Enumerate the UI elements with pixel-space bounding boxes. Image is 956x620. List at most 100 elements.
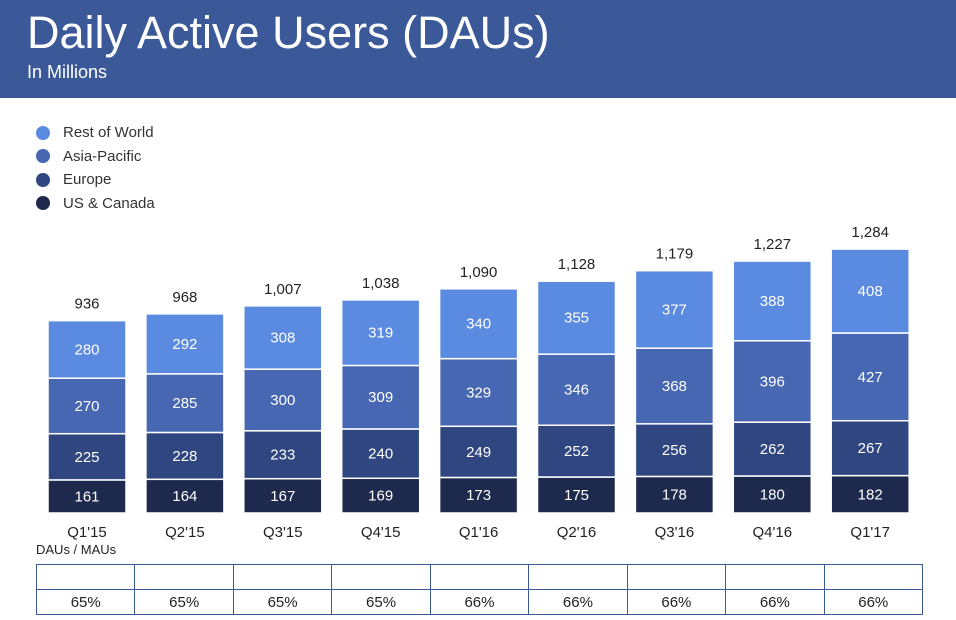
bar-segment-us-canada	[830, 474, 910, 514]
bar-segment-europe	[438, 425, 519, 479]
bar-segment-rest-of-world	[47, 319, 127, 379]
bar-segment-europe	[47, 432, 127, 481]
bar-segment-us-canada	[47, 479, 127, 514]
data-label: 262	[760, 441, 785, 458]
ratio-cell-value: 66%	[626, 589, 727, 615]
legend-item-asia-pacific: Asia-Pacific	[36, 145, 155, 169]
data-label: 175	[564, 487, 589, 504]
bar-segment-rest-of-world	[243, 305, 323, 370]
legend-item-europe: Europe	[36, 168, 155, 192]
ratio-cell-empty	[528, 564, 628, 590]
data-label: 225	[74, 449, 99, 466]
bar-segment-asia-pacific	[243, 368, 323, 432]
ratio-cell-value: 65%	[36, 589, 136, 615]
ratio-cell-empty	[331, 564, 431, 590]
ratio-cell-empty	[429, 564, 530, 590]
data-label: 355	[564, 310, 589, 327]
data-label: 340	[466, 316, 491, 333]
data-label: 329	[466, 384, 491, 401]
data-label: 368	[662, 378, 687, 395]
legend-label: Rest of World	[63, 124, 154, 142]
data-label: 408	[858, 283, 883, 300]
data-label: 267	[858, 440, 883, 457]
data-label: 346	[564, 382, 589, 399]
x-tick-label: Q4'15	[361, 524, 401, 541]
legend-item-us-canada: US & Canada	[36, 192, 155, 216]
total-label: 1,284	[851, 224, 889, 241]
bar-segment-us-canada	[634, 475, 715, 514]
legend-swatch-europe	[36, 172, 50, 187]
bar-segment-rest-of-world	[536, 280, 617, 355]
data-label: 396	[760, 373, 785, 390]
data-label: 180	[760, 487, 785, 504]
bar-segment-rest-of-world	[634, 269, 715, 349]
data-label: 308	[270, 330, 295, 347]
data-label: 377	[662, 301, 687, 318]
legend: Rest of World Asia-Pacific Europe US & C…	[36, 121, 155, 215]
ratio-cell-empty	[626, 564, 727, 590]
data-label: 249	[466, 444, 491, 461]
total-label: 1,007	[264, 281, 302, 298]
ratio-table: 65% 65% 65% 65% 66% 66% 66% 66% 66%	[36, 564, 923, 615]
bar-segment-rest-of-world	[145, 313, 225, 375]
bar-segment-asia-pacific	[732, 340, 813, 423]
data-label: 300	[270, 392, 295, 409]
ratio-cell-empty	[823, 564, 923, 590]
x-tick-label: Q4'16	[753, 524, 793, 541]
total-label: 1,038	[362, 275, 400, 292]
ratio-cell-value: 66%	[429, 589, 530, 615]
bar-segment-rest-of-world	[830, 248, 910, 334]
bar-segment-europe	[145, 431, 225, 481]
legend-item-rest-of-world: Rest of World	[36, 121, 155, 145]
bar-segment-us-canada	[732, 475, 813, 514]
total-label: 1,179	[656, 246, 694, 263]
bar-segment-rest-of-world	[732, 260, 813, 342]
total-label: 1,227	[754, 236, 792, 253]
data-label: 173	[466, 487, 491, 504]
bar-segment-europe	[536, 424, 617, 478]
data-label: 427	[858, 369, 883, 386]
data-label: 240	[368, 446, 393, 463]
bar-segment-rest-of-world	[340, 299, 421, 367]
x-tick-label: Q1'16	[459, 524, 499, 541]
x-tick-label: Q1'17	[850, 524, 890, 541]
bar-segment-europe	[732, 421, 813, 477]
data-label: 388	[760, 293, 785, 310]
bar-segment-asia-pacific	[438, 357, 519, 428]
bar-segment-us-canada	[438, 476, 519, 514]
data-label: 182	[858, 486, 883, 503]
bar-segment-us-canada	[340, 477, 421, 514]
legend-swatch-us-canada	[36, 196, 50, 211]
ratio-cell-empty	[36, 564, 136, 590]
x-tick-label: Q2'15	[165, 524, 205, 541]
ratio-cell-value: 65%	[134, 589, 234, 615]
legend-label: Asia-Pacific	[63, 147, 142, 165]
data-label: 233	[270, 447, 295, 464]
bar-segment-asia-pacific	[340, 364, 421, 430]
total-label: 968	[172, 289, 197, 306]
data-label: 167	[270, 488, 295, 505]
bar-segment-asia-pacific	[634, 347, 715, 425]
ratio-caption: DAUs / MAUs	[36, 542, 117, 557]
data-label: 256	[662, 442, 687, 459]
ratio-cell-empty	[134, 564, 234, 590]
ratio-cell-value: 66%	[823, 589, 923, 615]
legend-swatch-asia-pacific	[36, 149, 50, 164]
bar-segment-asia-pacific	[145, 373, 225, 434]
data-label: 164	[172, 488, 197, 505]
data-label: 178	[662, 487, 687, 504]
ratio-cell-value: 65%	[232, 589, 333, 615]
data-label: 228	[172, 448, 197, 465]
ratio-cell-empty	[725, 564, 825, 590]
legend-label: US & Canada	[63, 194, 155, 212]
data-label: 161	[74, 488, 99, 505]
x-tick-label: Q3'16	[655, 524, 695, 541]
bar-segment-asia-pacific	[830, 332, 910, 422]
data-label: 292	[172, 336, 197, 353]
ratio-cell-value: 66%	[528, 589, 628, 615]
bar-segment-us-canada	[243, 477, 323, 514]
total-label: 1,128	[558, 256, 596, 273]
legend-swatch-rest-of-world	[36, 125, 50, 140]
bar-segment-asia-pacific	[536, 353, 617, 427]
total-label: 936	[74, 296, 99, 313]
